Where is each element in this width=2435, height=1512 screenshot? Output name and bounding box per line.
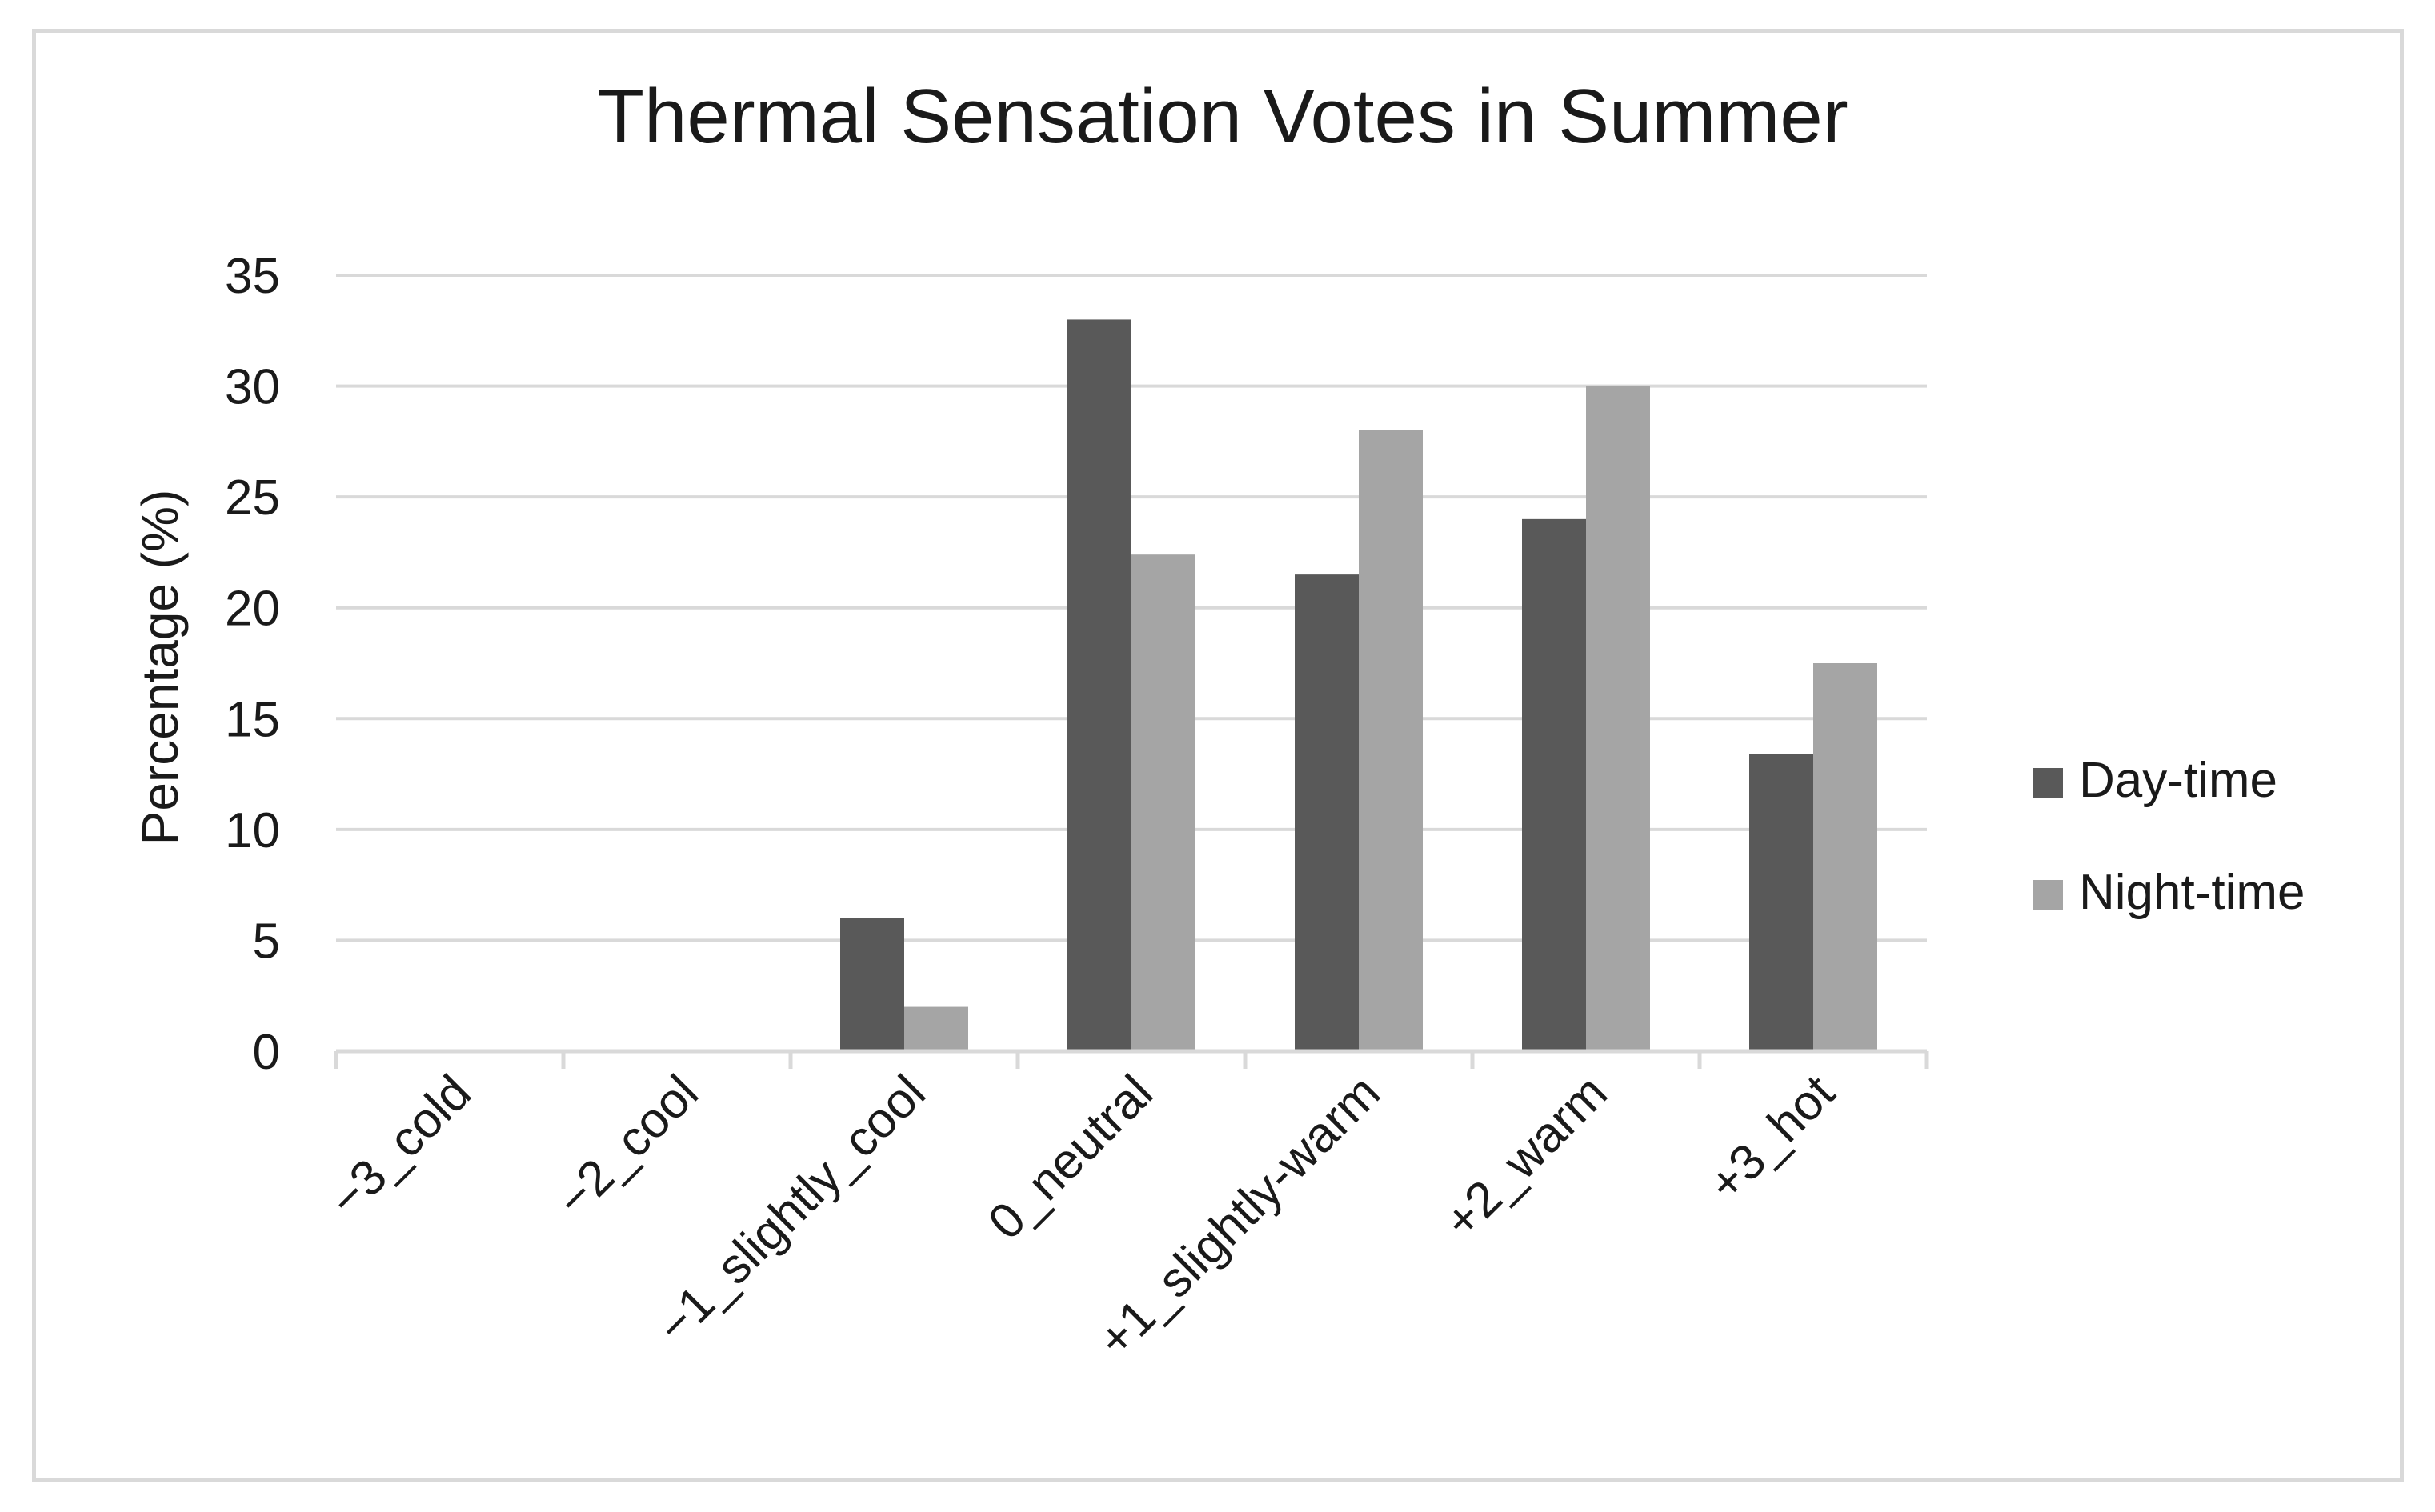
bar-night-time-2 bbox=[904, 1006, 968, 1051]
x-tick-label: 0_neutral bbox=[978, 1065, 1163, 1250]
bar-day-time-5 bbox=[1522, 518, 1586, 1051]
x-tick-label: −2_cool bbox=[546, 1065, 709, 1228]
legend-swatch bbox=[2033, 768, 2063, 798]
bar-day-time-3 bbox=[1067, 319, 1131, 1051]
y-tick-label: 35 bbox=[225, 249, 280, 304]
bar-day-time-2 bbox=[840, 918, 904, 1051]
y-tick-label: 25 bbox=[225, 470, 280, 526]
x-tick-label: +3_hot bbox=[1698, 1065, 1845, 1212]
legend-label: Night-time bbox=[2079, 865, 2305, 920]
y-tick-label: 15 bbox=[225, 692, 280, 747]
bar-night-time-4 bbox=[1359, 430, 1423, 1051]
legend-swatch bbox=[2033, 880, 2063, 910]
bar-day-time-4 bbox=[1295, 574, 1359, 1051]
chart-frame bbox=[32, 29, 2404, 1482]
x-axis-ticks: −3_cold −2_cool−1_slightly_cool 0_neutral+… bbox=[318, 1065, 1845, 1368]
y-tick-label: 20 bbox=[225, 582, 280, 637]
y-tick-label: 10 bbox=[225, 803, 280, 858]
bar-night-time-6 bbox=[1813, 663, 1877, 1051]
legend-label: Day-time bbox=[2079, 753, 2277, 808]
y-tick-label: 5 bbox=[253, 914, 280, 969]
bar-night-time-5 bbox=[1586, 386, 1650, 1052]
x-tick-label: +2_warm bbox=[1434, 1065, 1618, 1249]
bar-night-time-3 bbox=[1131, 554, 1195, 1051]
y-tick-label: 30 bbox=[225, 360, 280, 415]
bars bbox=[840, 319, 1877, 1052]
y-axis-ticks: 0 5 10 15 20 25 30 35 bbox=[225, 249, 280, 1080]
y-tick-label: 0 bbox=[253, 1025, 280, 1080]
chart-title: Thermal Sensation Votes in Summer bbox=[597, 74, 1848, 159]
x-tick-label: −3_cold bbox=[318, 1065, 482, 1228]
y-axis-label: Percentage (%) bbox=[131, 490, 189, 846]
bar-day-time-6 bbox=[1749, 754, 1813, 1051]
x-axis bbox=[334, 1049, 1929, 1069]
legend: Day-time Night-time bbox=[2033, 753, 2305, 920]
